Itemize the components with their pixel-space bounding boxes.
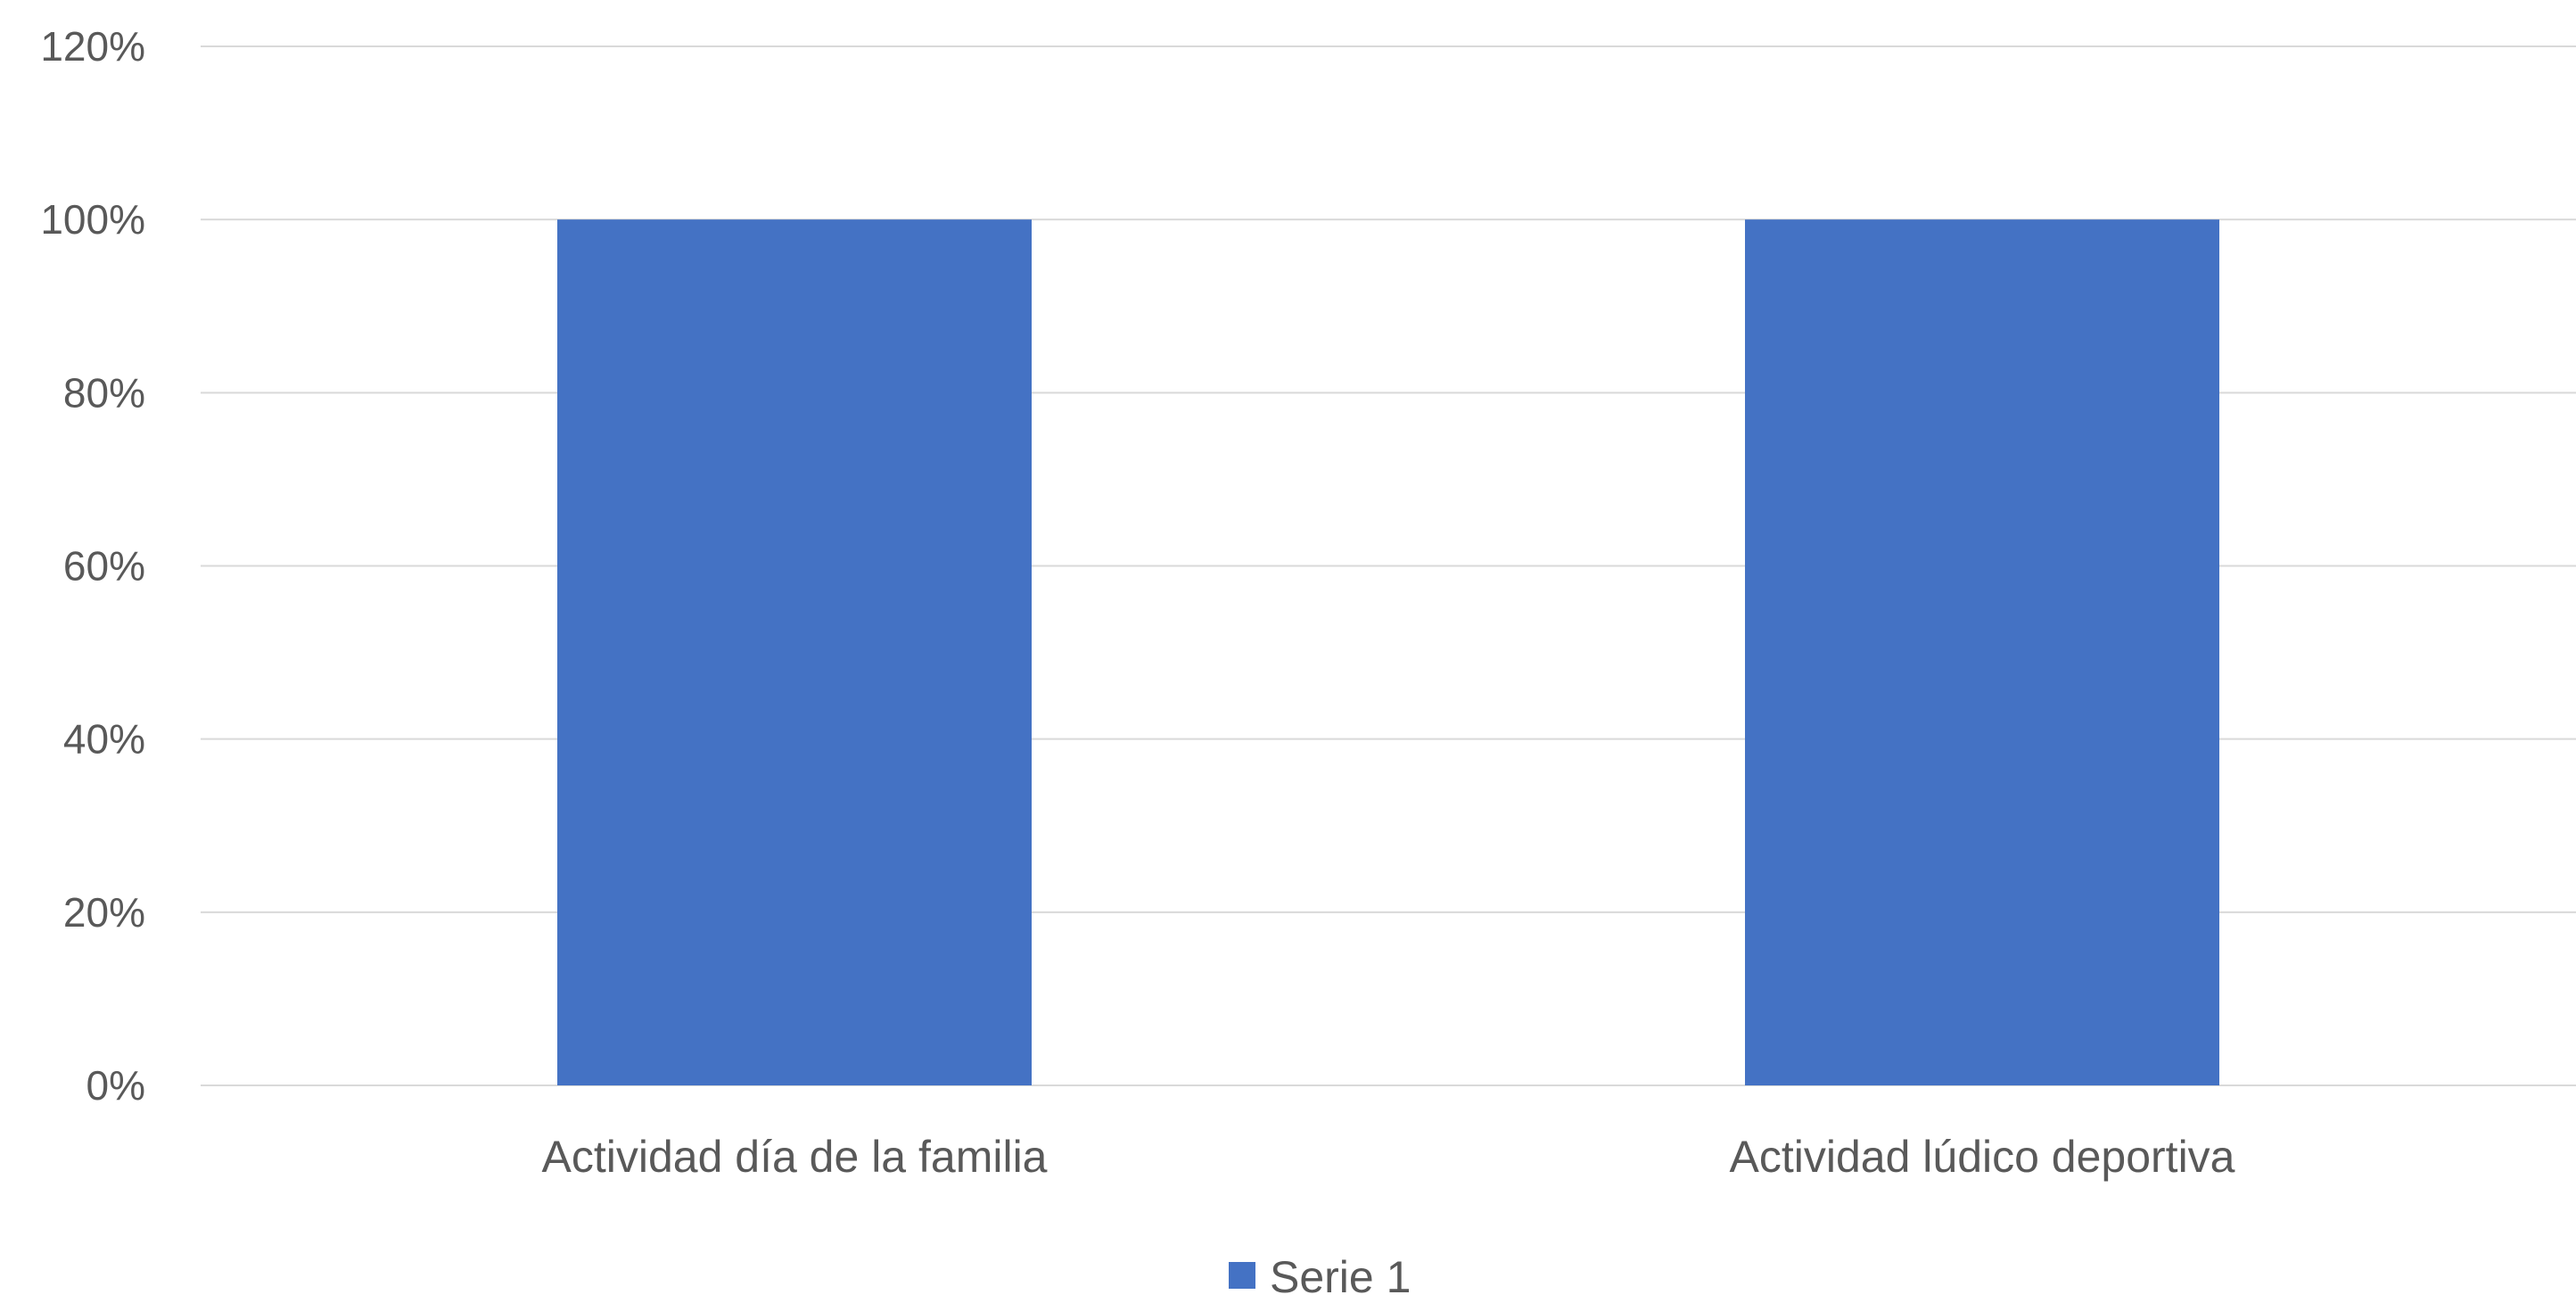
y-tick-label-80pct: 80% [63, 369, 145, 416]
legend-swatch-serie-1 [1229, 1262, 1255, 1289]
y-axis-tick-labels: 0% 20% 40% 60% 80% 100% 120% [40, 23, 145, 1109]
bars [557, 219, 2219, 1085]
y-tick-label-40pct: 40% [63, 716, 145, 763]
x-category-label-2: Actividad lúdico deportiva [1730, 1132, 2235, 1182]
legend-label-serie-1: Serie 1 [1270, 1252, 1411, 1302]
y-tick-label-20pct: 20% [63, 889, 145, 936]
legend: Serie 1 [1229, 1252, 1411, 1302]
x-axis-category-labels: Actividad día de la familia Actividad lúd… [542, 1132, 2235, 1182]
y-tick-label-60pct: 60% [63, 543, 145, 590]
y-tick-label-120pct: 120% [40, 23, 145, 70]
gridlines [201, 45, 2576, 1086]
bar-1 [557, 219, 1032, 1085]
x-category-label-1: Actividad día de la familia [542, 1132, 1048, 1182]
bar-2 [1745, 219, 2219, 1085]
y-tick-label-100pct: 100% [40, 196, 145, 243]
y-tick-label-0pct: 0% [86, 1062, 145, 1109]
